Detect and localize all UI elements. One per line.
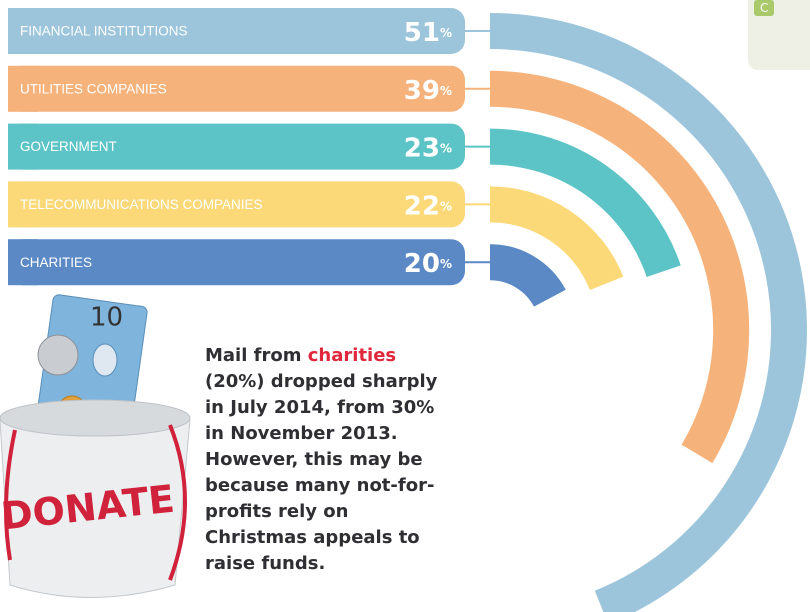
row-band-left [8, 123, 38, 170]
annotation-highlight: charities [307, 345, 397, 366]
category-label: CHARITIES [20, 255, 92, 270]
row-band [8, 8, 465, 54]
row-band [8, 181, 465, 228]
arc [489, 13, 807, 612]
value-label: 39% [404, 75, 452, 105]
row-band [8, 239, 465, 286]
value-label: 20% [404, 249, 452, 279]
category-label: GOVERNMENT [20, 139, 117, 154]
donate-can: 10 DONATE [0, 294, 191, 598]
row-band-left [8, 65, 38, 112]
category-label: TELECOMMUNICATIONS COMPANIES [20, 197, 263, 212]
corner-label: C [754, 0, 775, 16]
category-label: UTILITIES COMPANIES [20, 81, 167, 96]
arc [489, 128, 681, 278]
arc [489, 70, 750, 464]
row-band-left [8, 239, 38, 286]
arc [489, 244, 566, 308]
row-band [8, 123, 465, 170]
annotation-text: Mail from [205, 345, 308, 366]
value-label: 22% [404, 191, 452, 221]
annotation: Mail from charities (20%) dropped sharpl… [205, 343, 445, 577]
row-band [8, 65, 465, 112]
row-band-left [8, 8, 38, 54]
arc [489, 186, 624, 291]
corner-box: C [748, 0, 810, 70]
row-band-left [8, 181, 38, 228]
value-label: 23% [404, 133, 452, 163]
annotation-text: (20%) dropped sharply in July 2014, from… [205, 371, 438, 574]
value-label: 51% [404, 18, 452, 48]
note-value: 10 [90, 303, 123, 333]
category-label: FINANCIAL INSTITUTIONS [20, 24, 188, 39]
